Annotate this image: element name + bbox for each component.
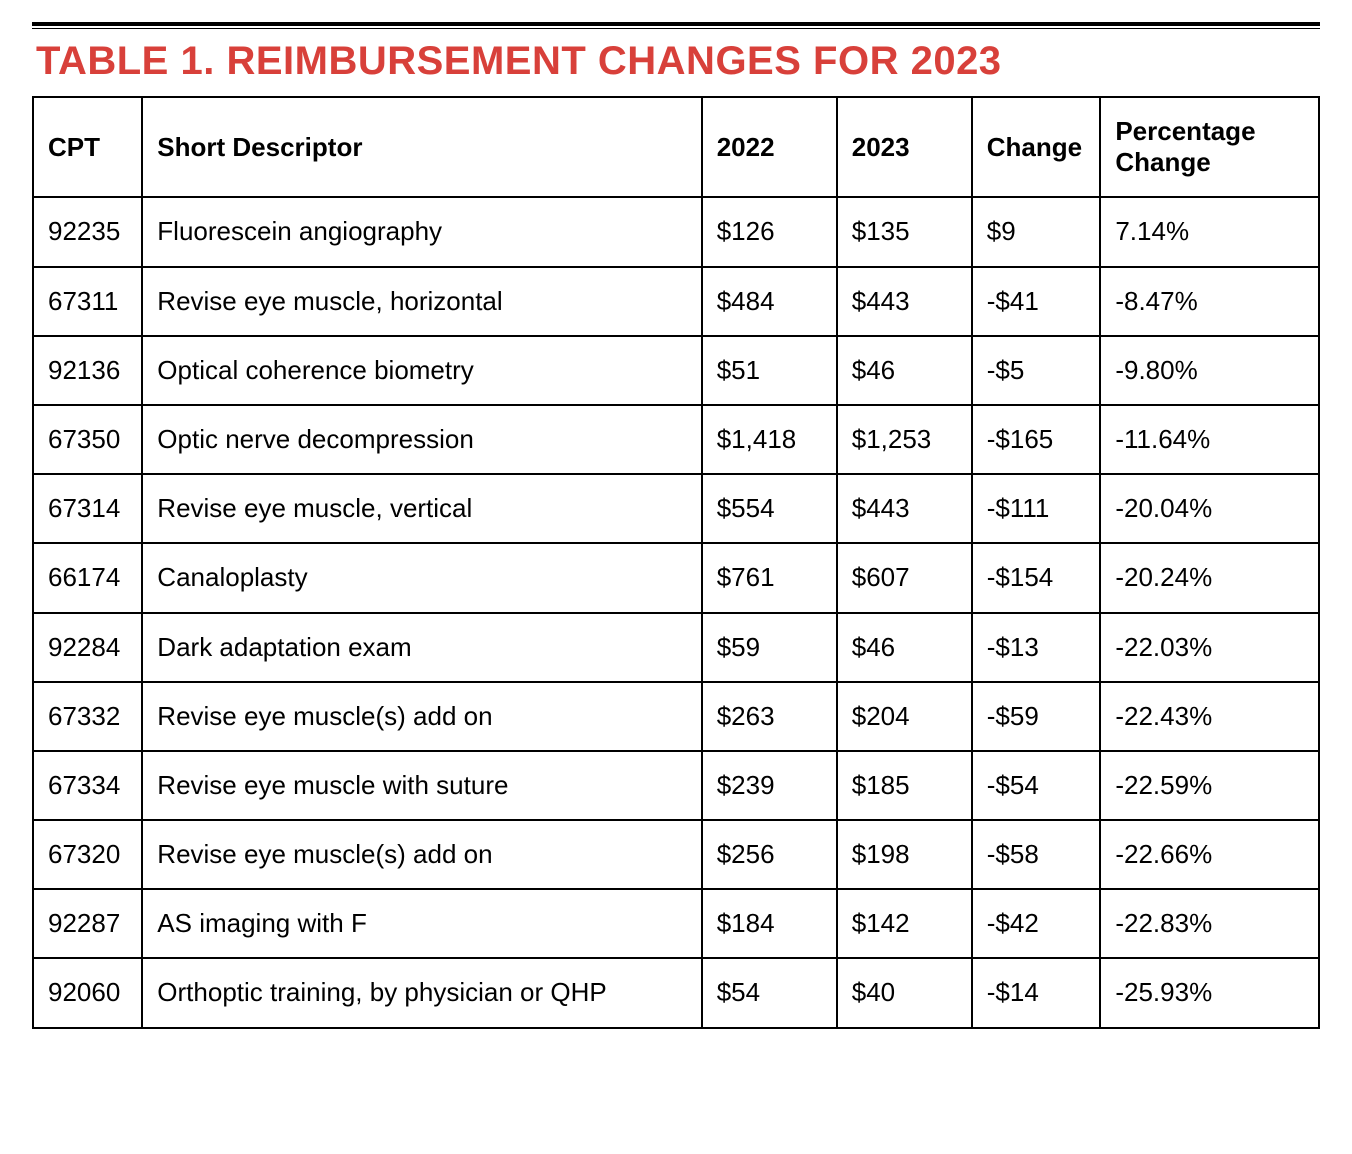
cell-2022: $761	[702, 543, 837, 612]
cell-change: -$41	[972, 267, 1101, 336]
cell-descriptor: Canaloplasty	[142, 543, 701, 612]
cell-descriptor: Dark adaptation exam	[142, 613, 701, 682]
cell-2023: $1,253	[837, 405, 972, 474]
cell-2022: $54	[702, 958, 837, 1027]
table-row: 67350 Optic nerve decompression $1,418 $…	[33, 405, 1319, 474]
table-row: 67320 Revise eye muscle(s) add on $256 $…	[33, 820, 1319, 889]
cell-2023: $443	[837, 474, 972, 543]
cell-descriptor: Revise eye muscle with suture	[142, 751, 701, 820]
cell-2022: $51	[702, 336, 837, 405]
cell-2023: $142	[837, 889, 972, 958]
col-header-cpt: CPT	[33, 97, 142, 197]
cell-pct: -22.66%	[1100, 820, 1319, 889]
cell-2023: $185	[837, 751, 972, 820]
col-header-descriptor: Short Descriptor	[142, 97, 701, 197]
cell-2022: $263	[702, 682, 837, 751]
cell-descriptor: Fluorescein angiography	[142, 197, 701, 266]
col-header-2023: 2023	[837, 97, 972, 197]
page: TABLE 1. REIMBURSEMENT CHANGES FOR 2023 …	[0, 0, 1352, 1069]
cell-cpt: 67320	[33, 820, 142, 889]
cell-change: -$59	[972, 682, 1101, 751]
cell-change: -$13	[972, 613, 1101, 682]
cell-change: -$58	[972, 820, 1101, 889]
cell-2023: $46	[837, 613, 972, 682]
cell-descriptor: AS imaging with F	[142, 889, 701, 958]
cell-2022: $59	[702, 613, 837, 682]
table-row: 92060 Orthoptic training, by physician o…	[33, 958, 1319, 1027]
cell-descriptor: Revise eye muscle, horizontal	[142, 267, 701, 336]
cell-cpt: 67334	[33, 751, 142, 820]
table-row: 92235 Fluorescein angiography $126 $135 …	[33, 197, 1319, 266]
cell-pct: -20.04%	[1100, 474, 1319, 543]
cell-2023: $443	[837, 267, 972, 336]
cell-change: -$111	[972, 474, 1101, 543]
cell-change: -$154	[972, 543, 1101, 612]
cell-2022: $256	[702, 820, 837, 889]
cell-2023: $135	[837, 197, 972, 266]
cell-2022: $554	[702, 474, 837, 543]
cell-cpt: 67350	[33, 405, 142, 474]
reimbursement-table: CPT Short Descriptor 2022 2023 Change Pe…	[32, 96, 1320, 1029]
cell-2022: $184	[702, 889, 837, 958]
cell-cpt: 92060	[33, 958, 142, 1027]
table-row: 67311 Revise eye muscle, horizontal $484…	[33, 267, 1319, 336]
cell-change: -$5	[972, 336, 1101, 405]
table-header-row: CPT Short Descriptor 2022 2023 Change Pe…	[33, 97, 1319, 197]
cell-change: $9	[972, 197, 1101, 266]
cell-descriptor: Orthoptic training, by physician or QHP	[142, 958, 701, 1027]
cell-2023: $198	[837, 820, 972, 889]
cell-cpt: 67314	[33, 474, 142, 543]
table-title: TABLE 1. REIMBURSEMENT CHANGES FOR 2023	[36, 39, 1320, 84]
table-body: 92235 Fluorescein angiography $126 $135 …	[33, 197, 1319, 1027]
cell-pct: 7.14%	[1100, 197, 1319, 266]
table-row: 67334 Revise eye muscle with suture $239…	[33, 751, 1319, 820]
table-row: 67332 Revise eye muscle(s) add on $263 $…	[33, 682, 1319, 751]
cell-cpt: 92136	[33, 336, 142, 405]
cell-2023: $204	[837, 682, 972, 751]
cell-change: -$165	[972, 405, 1101, 474]
cell-change: -$14	[972, 958, 1101, 1027]
cell-2022: $1,418	[702, 405, 837, 474]
cell-change: -$54	[972, 751, 1101, 820]
cell-descriptor: Revise eye muscle, vertical	[142, 474, 701, 543]
cell-descriptor: Revise eye muscle(s) add on	[142, 682, 701, 751]
cell-2022: $126	[702, 197, 837, 266]
cell-descriptor: Revise eye muscle(s) add on	[142, 820, 701, 889]
cell-pct: -20.24%	[1100, 543, 1319, 612]
cell-pct: -8.47%	[1100, 267, 1319, 336]
cell-cpt: 92235	[33, 197, 142, 266]
cell-pct: -22.59%	[1100, 751, 1319, 820]
col-header-change: Change	[972, 97, 1101, 197]
col-header-pct: Percentage Change	[1100, 97, 1319, 197]
cell-cpt: 66174	[33, 543, 142, 612]
cell-cpt: 92284	[33, 613, 142, 682]
cell-descriptor: Optical coherence biometry	[142, 336, 701, 405]
col-header-2022: 2022	[702, 97, 837, 197]
table-row: 67314 Revise eye muscle, vertical $554 $…	[33, 474, 1319, 543]
cell-pct: -22.03%	[1100, 613, 1319, 682]
cell-2022: $484	[702, 267, 837, 336]
top-rule-thick	[32, 22, 1320, 26]
top-rule-thin	[32, 28, 1320, 29]
cell-descriptor: Optic nerve decompression	[142, 405, 701, 474]
cell-2023: $40	[837, 958, 972, 1027]
cell-cpt: 67332	[33, 682, 142, 751]
cell-pct: -11.64%	[1100, 405, 1319, 474]
cell-2023: $46	[837, 336, 972, 405]
cell-cpt: 92287	[33, 889, 142, 958]
table-row: 92136 Optical coherence biometry $51 $46…	[33, 336, 1319, 405]
cell-2023: $607	[837, 543, 972, 612]
table-row: 92284 Dark adaptation exam $59 $46 -$13 …	[33, 613, 1319, 682]
cell-change: -$42	[972, 889, 1101, 958]
cell-2022: $239	[702, 751, 837, 820]
cell-pct: -22.83%	[1100, 889, 1319, 958]
cell-pct: -25.93%	[1100, 958, 1319, 1027]
cell-cpt: 67311	[33, 267, 142, 336]
cell-pct: -9.80%	[1100, 336, 1319, 405]
cell-pct: -22.43%	[1100, 682, 1319, 751]
table-row: 92287 AS imaging with F $184 $142 -$42 -…	[33, 889, 1319, 958]
table-row: 66174 Canaloplasty $761 $607 -$154 -20.2…	[33, 543, 1319, 612]
